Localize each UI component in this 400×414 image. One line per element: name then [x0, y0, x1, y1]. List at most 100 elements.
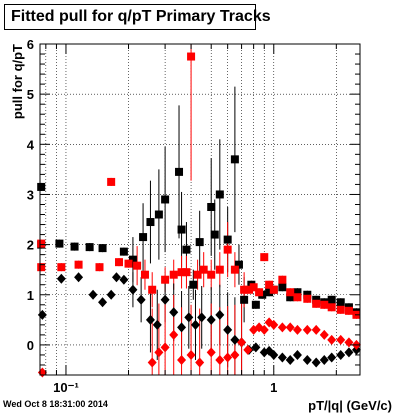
data-point-diamond	[285, 354, 295, 365]
data-point-square	[293, 293, 302, 302]
data-point-square	[175, 167, 184, 176]
data-point-diamond	[160, 294, 170, 305]
data-point-diamond	[351, 344, 361, 355]
data-point-diamond	[259, 324, 269, 335]
data-point-diamond	[184, 312, 194, 323]
data-point-square	[37, 263, 46, 272]
data-point-square	[207, 270, 216, 279]
data-point-square	[98, 244, 107, 253]
data-point-diamond	[206, 347, 216, 358]
data-point-square	[303, 294, 312, 303]
data-point-square	[255, 288, 264, 297]
data-point-square	[278, 275, 287, 284]
x-tick-label: 10⁻¹	[53, 380, 79, 395]
data-point-diamond	[197, 312, 207, 323]
data-point-diamond	[344, 337, 354, 348]
data-point-square	[189, 280, 198, 289]
data-point-square	[124, 259, 133, 268]
data-point-square	[107, 177, 116, 186]
data-point-square	[154, 210, 163, 219]
data-point-square	[223, 235, 232, 244]
data-point-square	[286, 288, 295, 297]
data-point-diamond	[243, 344, 253, 355]
data-point-diamond	[311, 357, 321, 368]
data-point-square	[148, 285, 157, 294]
data-point-square	[55, 239, 64, 248]
data-point-diamond	[106, 289, 116, 300]
data-point-diamond	[327, 334, 337, 345]
data-point-diamond	[177, 354, 187, 365]
data-point-diamond	[344, 347, 354, 358]
data-point-square	[312, 299, 321, 308]
data-point-diamond	[302, 324, 312, 335]
data-point-diamond	[215, 309, 225, 320]
data-point-square	[140, 270, 149, 279]
data-point-square	[119, 247, 128, 256]
data-point-square	[215, 190, 224, 199]
data-point-diamond	[128, 284, 138, 295]
data-point-diamond	[230, 349, 240, 360]
data-point-square	[195, 238, 204, 247]
data-point-diamond	[292, 324, 302, 335]
data-point-square	[187, 52, 196, 61]
data-point-diamond	[277, 352, 287, 363]
data-point-diamond	[269, 349, 279, 360]
data-point-square	[215, 265, 224, 274]
x-tick-label: 1	[270, 380, 277, 395]
y-tick-label: 5	[27, 87, 34, 102]
data-point-square	[210, 230, 219, 239]
data-point-square	[234, 260, 243, 269]
data-point-diamond	[147, 357, 157, 368]
data-point-square	[139, 233, 148, 242]
data-point-diamond	[56, 273, 66, 284]
data-point-square	[286, 293, 295, 302]
data-point-square	[265, 288, 274, 297]
data-point-diamond	[206, 314, 216, 325]
data-point-diamond	[119, 274, 129, 285]
plot-frame	[39, 43, 361, 376]
data-point-square	[95, 263, 104, 272]
data-point-diamond	[277, 322, 287, 333]
data-point-diamond	[223, 324, 233, 335]
data-point-square	[244, 285, 253, 294]
data-point-square	[182, 268, 191, 277]
data-point-diamond	[145, 314, 155, 325]
data-point-square	[57, 263, 66, 272]
x-axis-title: pT/|q| (GeV/c)	[308, 398, 392, 413]
chart-title: Fitted pull for q/pT Primary Tracks	[4, 4, 271, 30]
data-point-square	[230, 265, 239, 274]
data-point-square	[230, 155, 239, 164]
data-point-diamond	[186, 349, 196, 360]
data-point-square	[269, 285, 278, 294]
data-point-diamond	[311, 324, 321, 335]
data-point-square	[70, 242, 79, 251]
data-point-diamond	[74, 272, 84, 283]
data-point-square	[169, 270, 178, 279]
data-point-square	[199, 265, 208, 274]
data-point-square	[128, 255, 137, 264]
data-point-square	[133, 261, 142, 270]
axis-ticks	[40, 43, 360, 375]
data-point-square	[193, 270, 202, 279]
data-point-diamond	[292, 349, 302, 360]
data-point-diamond	[319, 354, 329, 365]
data-point-diamond	[327, 352, 337, 363]
data-point-square	[177, 225, 186, 234]
data-point-diamond	[302, 354, 312, 365]
data-point-diamond	[195, 357, 205, 368]
y-tick-label: 4	[27, 137, 35, 152]
data-point-square	[320, 300, 329, 309]
data-point-diamond	[154, 347, 164, 358]
y-tick-label: 3	[27, 187, 34, 202]
data-point-square	[336, 298, 345, 307]
data-point-diamond	[336, 334, 346, 345]
tick-labels: 10⁻¹ 1 0 1 2 3 4 5 6	[27, 37, 278, 395]
data-point-diamond	[190, 319, 200, 330]
data-point-square	[278, 283, 287, 292]
data-point-diamond	[251, 342, 261, 353]
y-tick-label: 1	[27, 288, 34, 303]
data-point-square	[223, 245, 232, 254]
data-point-square	[336, 305, 345, 314]
data-point-square	[312, 295, 321, 304]
